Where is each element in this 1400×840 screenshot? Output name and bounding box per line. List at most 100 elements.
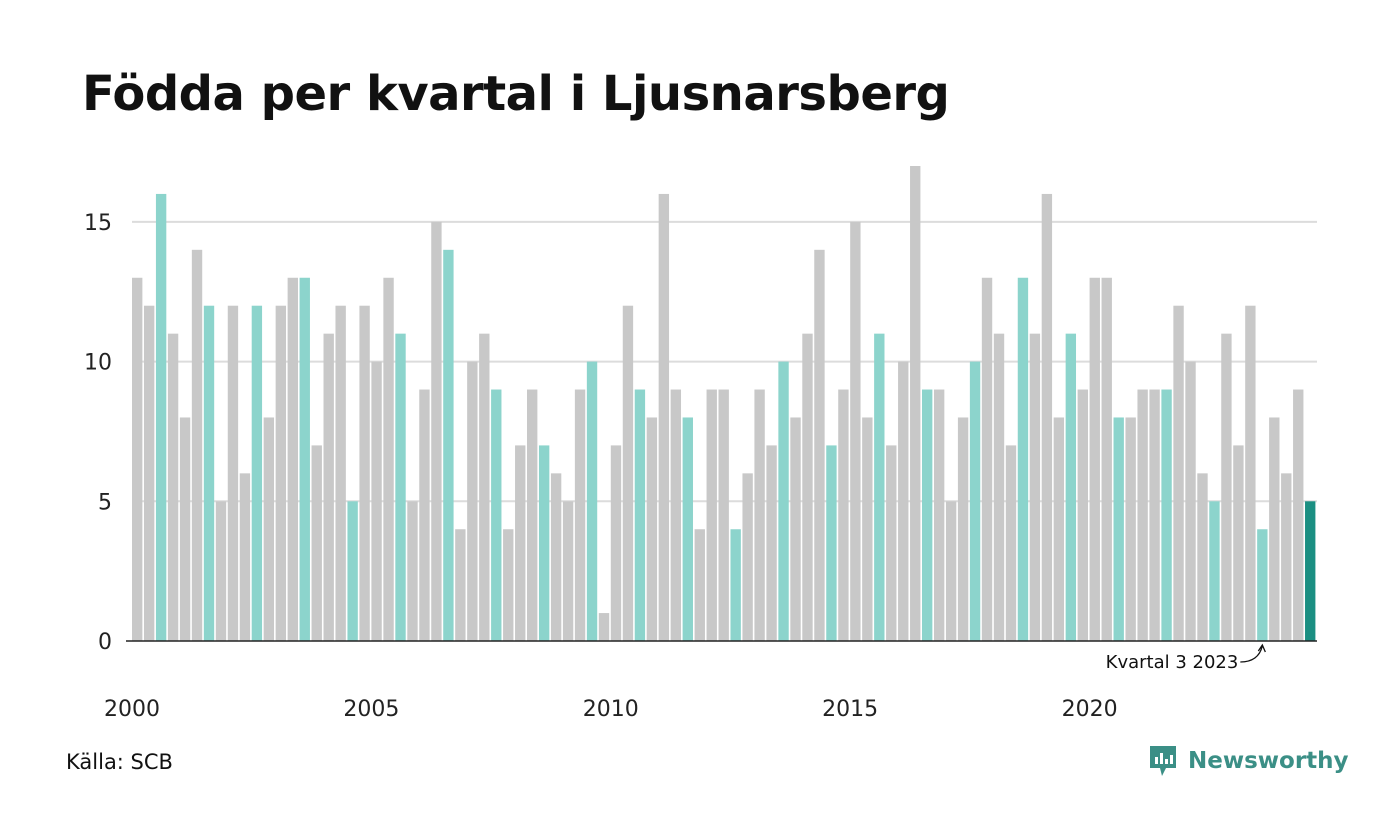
bar (862, 417, 873, 641)
bar (287, 277, 298, 641)
bar (1017, 277, 1029, 641)
bar (981, 277, 993, 641)
y-tick-label: 15 (84, 211, 112, 236)
bar (778, 361, 789, 641)
bar (335, 305, 346, 641)
y-tick-label: 5 (98, 490, 112, 515)
bar (1281, 473, 1292, 641)
x-tick-label: 2020 (1062, 697, 1118, 722)
y-axis-ticks: 0 5 10 15 (84, 211, 112, 655)
bar (1065, 333, 1077, 641)
annotation: Kvartal 3 2023 (1106, 643, 1266, 673)
bar (371, 361, 382, 641)
bar (910, 166, 921, 641)
brand-logo: Newsworthy (1148, 744, 1349, 778)
bar (407, 501, 418, 641)
bar (993, 333, 1005, 641)
bar (275, 305, 287, 641)
bar (945, 501, 957, 641)
bar (467, 361, 478, 641)
chart-title: Födda per kvartal i Ljusnarsberg (82, 66, 950, 122)
bar (1173, 305, 1184, 641)
bar (155, 193, 167, 641)
bar (347, 501, 358, 641)
bar (622, 305, 634, 641)
bar (1137, 389, 1148, 641)
bar-chart: 0 5 10 15 2000 2005 2010 2015 2020 Kvartal 3 20… (84, 166, 1317, 722)
bar (682, 417, 693, 641)
bar (191, 249, 203, 641)
bar (1089, 277, 1100, 641)
x-axis-ticks: 2000 2005 2010 2015 2020 (104, 697, 1118, 722)
bar (742, 473, 753, 641)
bar (670, 389, 682, 641)
source-note: Källa: SCB (66, 750, 173, 774)
newsworthy-logo-icon (1150, 746, 1176, 776)
bar (694, 529, 705, 641)
bar (1113, 417, 1124, 641)
bar (132, 277, 143, 641)
bar (610, 445, 622, 641)
bar (586, 361, 598, 641)
bar (1233, 445, 1244, 641)
bar (766, 445, 777, 641)
bar (311, 445, 322, 641)
bar (1245, 305, 1256, 641)
bar (1185, 361, 1196, 641)
bar (1029, 333, 1041, 641)
bar (922, 389, 933, 641)
bar (1077, 389, 1088, 641)
bar (527, 389, 538, 641)
bar (1101, 277, 1112, 641)
bar (718, 389, 729, 641)
bar (874, 333, 885, 641)
bar (850, 221, 861, 641)
bar (538, 445, 550, 641)
bar (1293, 389, 1304, 641)
y-tick-label: 0 (98, 630, 112, 655)
bar (1221, 333, 1232, 641)
bar (730, 529, 741, 641)
bar (706, 389, 717, 641)
bar (1005, 445, 1017, 641)
bar (1305, 501, 1316, 641)
bar (562, 501, 574, 641)
bar (826, 445, 837, 641)
bar (323, 333, 334, 641)
bar (634, 389, 646, 641)
bar (503, 529, 514, 641)
bar (263, 417, 275, 641)
bar (1125, 417, 1136, 641)
bar (491, 389, 502, 641)
x-tick-label: 2005 (343, 697, 399, 722)
annotation-label: Kvartal 3 2023 (1106, 652, 1239, 673)
bar (574, 389, 586, 641)
bar (754, 389, 765, 641)
bar (515, 445, 526, 641)
bar (933, 389, 945, 641)
bar (1269, 417, 1280, 641)
bar (383, 277, 394, 641)
bar (299, 277, 310, 641)
bar (658, 193, 670, 641)
bar (1053, 417, 1065, 641)
annotation-arrow (1240, 643, 1266, 663)
bar (479, 333, 490, 641)
bar (802, 333, 813, 641)
bar (838, 389, 849, 641)
bar (1149, 389, 1160, 641)
bar (898, 361, 909, 641)
y-tick-label: 10 (84, 351, 112, 376)
bar (227, 305, 239, 641)
bar (455, 529, 466, 641)
bar (814, 249, 825, 641)
bar (239, 473, 251, 641)
bar (419, 389, 430, 641)
bar (431, 221, 442, 641)
bar (790, 417, 801, 641)
x-tick-label: 2000 (104, 697, 160, 722)
bars (132, 166, 1316, 641)
bar (969, 361, 981, 641)
bar (957, 417, 969, 641)
bar (251, 305, 263, 641)
